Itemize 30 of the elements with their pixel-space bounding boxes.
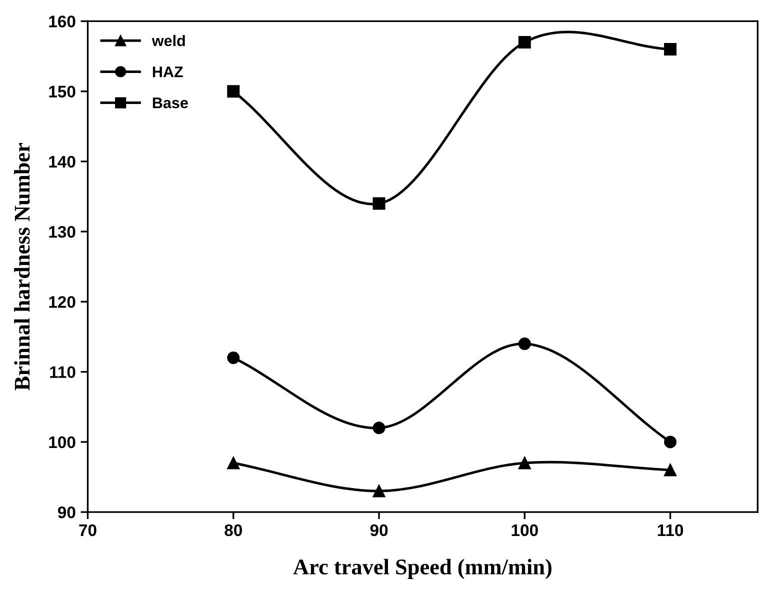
- point: [664, 464, 677, 476]
- point: [372, 484, 386, 498]
- y-tick-label: 140: [49, 156, 76, 168]
- point: [227, 352, 240, 364]
- x-tick-label: 70: [79, 524, 96, 536]
- x-tick-label: 110: [658, 524, 684, 536]
- y-tick-label: 100: [49, 436, 76, 448]
- point: [372, 422, 386, 434]
- point: [518, 456, 531, 470]
- y-tick-label: 160: [49, 16, 76, 28]
- point: [372, 197, 386, 210]
- x-tick-label: 80: [224, 524, 242, 536]
- y-tick-label: 90: [58, 506, 76, 518]
- legend-label: weld: [152, 34, 185, 46]
- x-tick-label: 90: [370, 524, 388, 536]
- point: [518, 36, 531, 48]
- y-tick-label: 120: [49, 296, 76, 308]
- y-tick-label: 110: [50, 366, 76, 378]
- y-axis-title: Brinnal hardness Number: [14, 143, 30, 390]
- legend-label: Base: [152, 98, 188, 108]
- y-tick-label: 150: [49, 86, 76, 98]
- point: [227, 85, 240, 98]
- point: [664, 43, 677, 56]
- x-axis-title: Arc travel Speed (mm/min): [293, 558, 552, 580]
- point: [664, 436, 677, 448]
- x-tick-label: 100: [512, 524, 538, 536]
- y-tick-label: 130: [49, 226, 76, 238]
- point: [518, 338, 531, 350]
- point: [227, 456, 240, 470]
- legend-label: HAZ: [152, 66, 183, 78]
